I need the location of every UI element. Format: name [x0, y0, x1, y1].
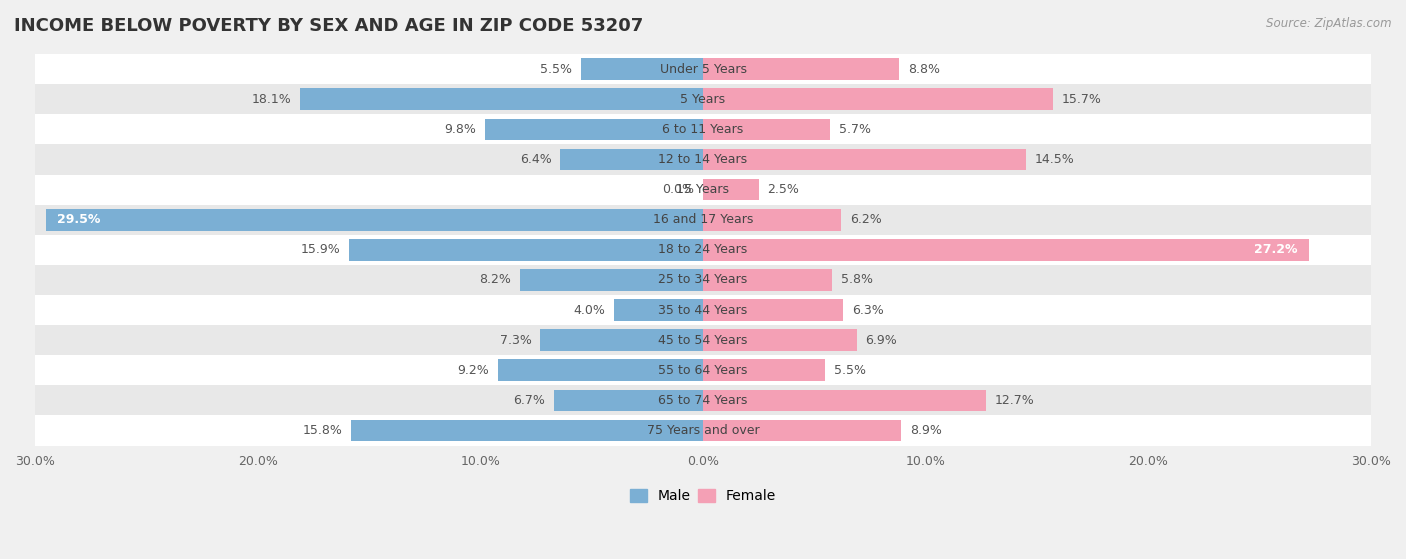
Legend: Male, Female: Male, Female: [624, 484, 782, 509]
Bar: [703, 390, 986, 411]
Bar: [703, 269, 832, 291]
Bar: [35, 84, 1371, 115]
Text: 6.2%: 6.2%: [851, 213, 882, 226]
Bar: [352, 420, 703, 441]
Text: 8.2%: 8.2%: [479, 273, 512, 286]
Text: 15 Years: 15 Years: [676, 183, 730, 196]
Text: 16 and 17 Years: 16 and 17 Years: [652, 213, 754, 226]
Text: 5 Years: 5 Years: [681, 93, 725, 106]
Text: 8.9%: 8.9%: [910, 424, 942, 437]
Text: 18.1%: 18.1%: [252, 93, 291, 106]
Text: 2.5%: 2.5%: [768, 183, 800, 196]
Text: 45 to 54 Years: 45 to 54 Years: [658, 334, 748, 347]
Bar: [35, 235, 1371, 265]
Bar: [485, 119, 703, 140]
Text: 5.5%: 5.5%: [540, 63, 572, 75]
Text: Source: ZipAtlas.com: Source: ZipAtlas.com: [1267, 17, 1392, 30]
Text: 6.7%: 6.7%: [513, 394, 546, 407]
Text: 15.9%: 15.9%: [301, 243, 340, 257]
Text: 14.5%: 14.5%: [1035, 153, 1074, 166]
Text: 15.8%: 15.8%: [302, 424, 342, 437]
Text: 12.7%: 12.7%: [994, 394, 1035, 407]
Bar: [561, 149, 703, 170]
Bar: [703, 359, 825, 381]
Text: 75 Years and over: 75 Years and over: [647, 424, 759, 437]
Text: 12 to 14 Years: 12 to 14 Years: [658, 153, 748, 166]
Bar: [299, 88, 703, 110]
Bar: [703, 329, 856, 351]
Bar: [703, 149, 1026, 170]
Bar: [703, 58, 898, 80]
Text: 6.3%: 6.3%: [852, 304, 884, 316]
Text: 6.9%: 6.9%: [866, 334, 897, 347]
Text: 25 to 34 Years: 25 to 34 Years: [658, 273, 748, 286]
Bar: [35, 265, 1371, 295]
Text: 0.0%: 0.0%: [662, 183, 695, 196]
Bar: [703, 88, 1053, 110]
Text: 6 to 11 Years: 6 to 11 Years: [662, 123, 744, 136]
Bar: [703, 299, 844, 321]
Bar: [614, 299, 703, 321]
Text: 5.8%: 5.8%: [841, 273, 873, 286]
Text: 9.2%: 9.2%: [457, 364, 489, 377]
Text: 55 to 64 Years: 55 to 64 Years: [658, 364, 748, 377]
Bar: [35, 295, 1371, 325]
Bar: [35, 415, 1371, 446]
Bar: [703, 119, 830, 140]
Text: 35 to 44 Years: 35 to 44 Years: [658, 304, 748, 316]
Text: 15.7%: 15.7%: [1062, 93, 1101, 106]
Text: 7.3%: 7.3%: [499, 334, 531, 347]
Text: 4.0%: 4.0%: [574, 304, 605, 316]
Bar: [46, 209, 703, 230]
Bar: [703, 239, 1309, 260]
Text: 29.5%: 29.5%: [58, 213, 101, 226]
Bar: [35, 325, 1371, 355]
Bar: [35, 174, 1371, 205]
Bar: [554, 390, 703, 411]
Bar: [35, 144, 1371, 174]
Bar: [703, 420, 901, 441]
Text: 5.5%: 5.5%: [834, 364, 866, 377]
Bar: [703, 179, 759, 201]
Bar: [540, 329, 703, 351]
Bar: [520, 269, 703, 291]
Text: 65 to 74 Years: 65 to 74 Years: [658, 394, 748, 407]
Text: INCOME BELOW POVERTY BY SEX AND AGE IN ZIP CODE 53207: INCOME BELOW POVERTY BY SEX AND AGE IN Z…: [14, 17, 644, 35]
Bar: [349, 239, 703, 260]
Bar: [35, 385, 1371, 415]
Bar: [581, 58, 703, 80]
Text: 18 to 24 Years: 18 to 24 Years: [658, 243, 748, 257]
Bar: [35, 205, 1371, 235]
Text: 6.4%: 6.4%: [520, 153, 551, 166]
Text: 27.2%: 27.2%: [1254, 243, 1298, 257]
Bar: [35, 54, 1371, 84]
Text: Under 5 Years: Under 5 Years: [659, 63, 747, 75]
Text: 8.8%: 8.8%: [908, 63, 939, 75]
Text: 9.8%: 9.8%: [444, 123, 475, 136]
Bar: [498, 359, 703, 381]
Text: 5.7%: 5.7%: [839, 123, 870, 136]
Bar: [35, 355, 1371, 385]
Bar: [703, 209, 841, 230]
Bar: [35, 115, 1371, 144]
